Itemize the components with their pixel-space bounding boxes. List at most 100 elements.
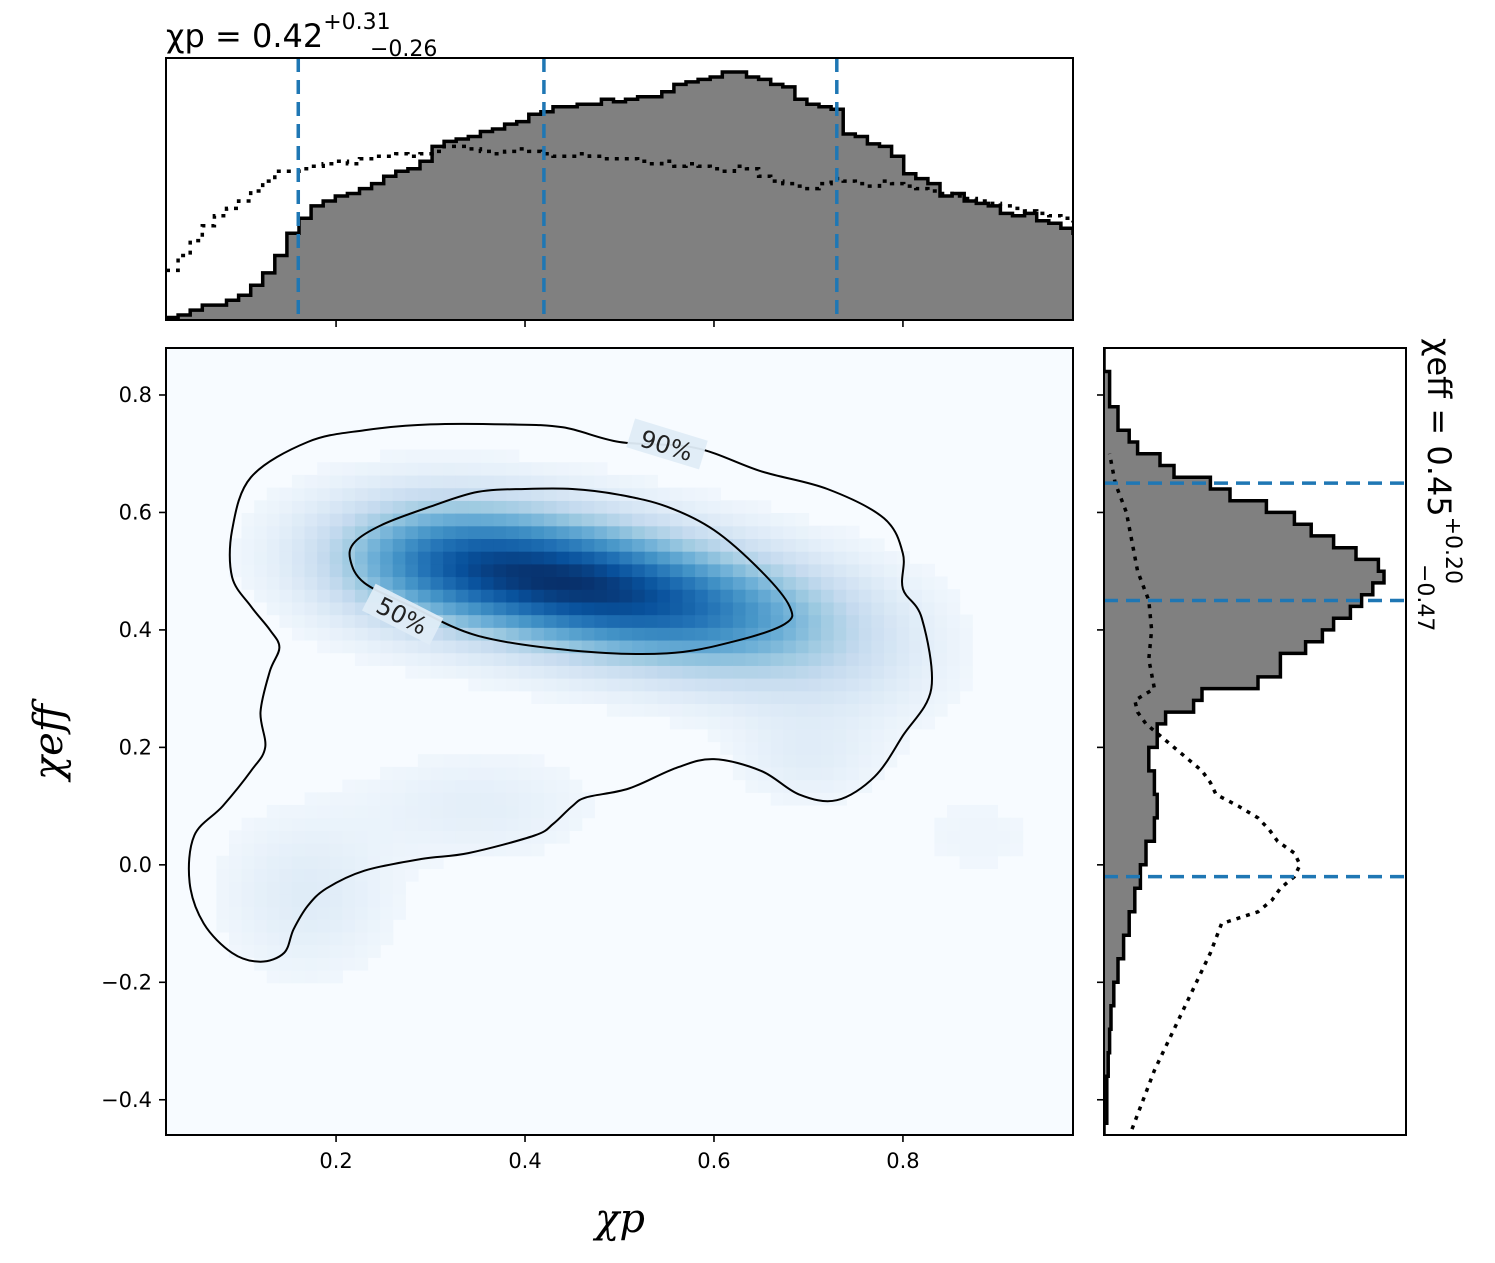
heatmap-cell <box>909 576 923 590</box>
heatmap-cell <box>317 868 331 882</box>
heatmap-cell <box>543 538 558 552</box>
heatmap-cell <box>443 487 457 501</box>
heatmap-cell <box>833 690 847 705</box>
heatmap-cell <box>367 944 381 958</box>
heatmap-cell <box>644 627 658 641</box>
heatmap-cell <box>493 792 507 806</box>
heatmap-cell <box>518 792 532 806</box>
heatmap-cell <box>758 779 772 793</box>
heatmap-cell <box>632 563 646 578</box>
heatmap-cell <box>430 563 444 578</box>
heatmap-cell <box>984 804 999 819</box>
heatmap-cell <box>858 728 873 743</box>
heatmap-cell <box>770 513 784 527</box>
heatmap-cell <box>632 576 646 590</box>
heatmap-cell <box>279 804 293 819</box>
heatmap-cell <box>732 500 747 514</box>
heatmap-cell <box>619 551 633 565</box>
top-posterior-fill <box>166 72 1073 320</box>
heatmap-cell <box>354 487 369 501</box>
heatmap-cell <box>329 969 343 984</box>
heatmap-cell <box>329 551 343 565</box>
heatmap-cell <box>254 500 268 514</box>
heatmap-cell <box>480 500 495 514</box>
heatmap-cell <box>795 728 810 743</box>
heatmap-cell <box>329 893 343 908</box>
heatmap-cell <box>430 754 444 768</box>
heatmap-cell <box>556 525 570 539</box>
heatmap-cell <box>304 969 318 984</box>
heatmap-cell <box>695 716 709 730</box>
heatmap-cell <box>846 754 860 768</box>
heatmap-cell <box>518 754 532 768</box>
heatmap-cell <box>556 538 570 552</box>
heatmap-cell <box>1010 843 1024 857</box>
y-tick-label: 0.8 <box>119 383 152 407</box>
heatmap-cell <box>417 830 432 844</box>
right-title-main-wrap: χeff = 0.45+0.20 <box>1420 338 1465 584</box>
heatmap-cell <box>569 500 583 514</box>
heatmap-cell <box>291 969 306 984</box>
heatmap-cell <box>783 690 797 705</box>
heatmap-cell <box>443 462 457 476</box>
heatmap-cell <box>354 627 369 641</box>
heatmap-cell <box>216 855 230 870</box>
heatmap-cell <box>821 576 835 590</box>
heatmap-cell <box>506 589 520 603</box>
heatmap-cell <box>279 830 293 844</box>
heatmap-cell <box>720 601 734 616</box>
heatmap-cell <box>972 817 986 831</box>
heatmap-cell <box>493 678 507 692</box>
x-tick-label: 0.2 <box>319 1149 352 1173</box>
heatmap-cell <box>506 449 520 463</box>
heatmap-cell <box>884 690 898 705</box>
heatmap-cell <box>569 525 583 539</box>
heatmap-cell <box>695 703 709 717</box>
heatmap-cell <box>669 551 684 565</box>
heatmap-cell <box>632 614 646 628</box>
heatmap-cell <box>342 843 356 857</box>
heatmap-cell <box>254 551 268 565</box>
heatmap-cell <box>720 525 734 539</box>
heatmap-cell <box>871 652 885 666</box>
heatmap-cell <box>682 614 696 628</box>
heatmap-cell <box>884 716 898 730</box>
heatmap-cell <box>934 678 948 692</box>
heatmap-cell <box>443 538 457 552</box>
heatmap-cell <box>279 614 293 628</box>
heatmap-cell <box>417 665 432 679</box>
heatmap-cell <box>317 614 331 628</box>
heatmap-cell <box>228 855 243 870</box>
heatmap-cell <box>518 665 532 679</box>
heatmap-cell <box>380 792 394 806</box>
x-tick-label: 0.6 <box>697 1149 730 1173</box>
heatmap-cell <box>821 766 835 781</box>
heatmap-cell <box>543 589 558 603</box>
heatmap-cell <box>821 690 835 705</box>
heatmap-cell <box>758 716 772 730</box>
heatmap-cell <box>506 652 520 666</box>
heatmap-cell <box>669 652 684 666</box>
heatmap-cell <box>430 513 444 527</box>
heatmap-cell <box>468 525 482 539</box>
heatmap-cell <box>254 563 268 578</box>
heatmap-cell <box>871 678 885 692</box>
heatmap-cell <box>443 779 457 793</box>
heatmap-cell <box>758 703 772 717</box>
heatmap-cell <box>921 703 936 717</box>
heatmap-cell <box>531 525 545 539</box>
heatmap-cell <box>405 639 419 654</box>
top-title-plus: +0.31 <box>323 10 390 35</box>
heatmap-cell <box>569 589 583 603</box>
heatmap-cell <box>304 513 318 527</box>
heatmap-cell <box>619 500 633 514</box>
heatmap-cell <box>795 601 810 616</box>
heatmap-cell <box>947 652 961 666</box>
heatmap-cell <box>493 830 507 844</box>
heatmap-cell <box>480 830 495 844</box>
heatmap-cell <box>959 678 973 692</box>
heatmap-cell <box>543 563 558 578</box>
heatmap-cell <box>342 576 356 590</box>
heatmap-cell <box>632 665 646 679</box>
heatmap-cell <box>821 601 835 616</box>
